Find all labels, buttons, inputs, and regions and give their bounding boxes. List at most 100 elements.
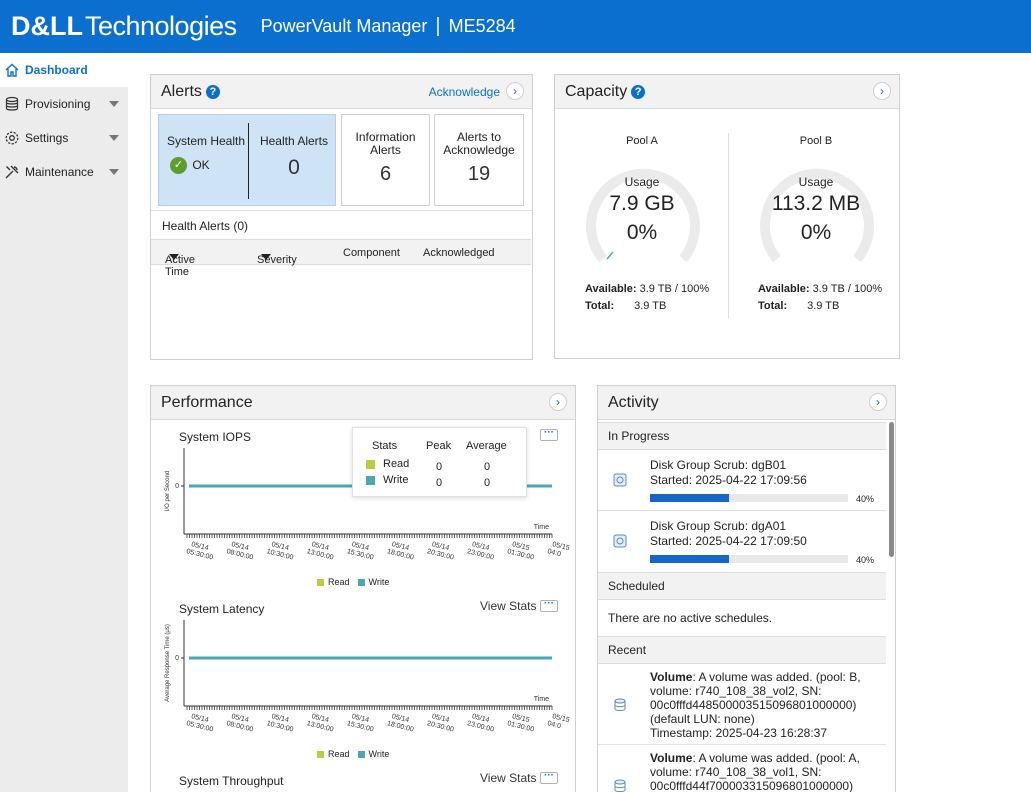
- x-tick-label: 05/1415:30:00: [346, 712, 376, 733]
- alerts-header: Alerts ? Acknowledge ›: [151, 75, 532, 109]
- pool-b-available: Available: 3.9 TB / 100%: [758, 283, 883, 295]
- database-icon: [614, 698, 626, 711]
- task-title: Disk Group Scrub: dgB01: [650, 458, 787, 472]
- sidebar-item-maintenance[interactable]: Maintenance: [0, 155, 128, 189]
- x-tick-label: 05/1420:30:00: [426, 540, 456, 561]
- column-acknowledged[interactable]: Acknowledged: [423, 247, 495, 259]
- list-item[interactable]: Disk Group Scrub: dgB01 Started: 2025-04…: [598, 451, 886, 511]
- system-iops-title: System IOPS: [179, 430, 252, 444]
- pool-b-name: Pool B: [799, 135, 833, 147]
- read-swatch: [317, 578, 324, 586]
- alerts-to-acknowledge-tile[interactable]: Alerts to Acknowledge 19: [434, 114, 524, 206]
- activity-header: Activity ›: [598, 386, 895, 420]
- divider: [151, 210, 532, 211]
- write-swatch: [366, 476, 375, 485]
- column-component[interactable]: Component: [343, 247, 400, 259]
- view-stats-link[interactable]: View Stats: [480, 771, 537, 785]
- x-tick-label: 05/1408:00:00: [226, 540, 256, 561]
- tools-icon: [5, 165, 19, 179]
- sidebar-item-provisioning[interactable]: Provisioning: [0, 87, 128, 121]
- alerts-title: Alerts: [161, 82, 202, 100]
- recent-section: Recent: [598, 636, 886, 664]
- sidebar-item-settings[interactable]: Settings: [0, 121, 128, 155]
- help-icon[interactable]: ?: [205, 84, 220, 99]
- y-tick-label: 0: [175, 483, 179, 490]
- more-options-button[interactable]: ···: [540, 599, 558, 612]
- list-item[interactable]: Volume: A volume was added. (pool: A, vo…: [598, 746, 886, 792]
- more-options-button[interactable]: ···: [540, 428, 558, 441]
- home-icon: [5, 63, 19, 77]
- stats-header-stats: Stats: [372, 440, 398, 452]
- performance-header: Performance ›: [151, 386, 575, 420]
- x-tick-label: 05/1413:00:00: [306, 712, 336, 733]
- x-tick-label: 05/1423:00:00: [466, 540, 496, 561]
- alerts-panel: Alerts ? Acknowledge › System Health ✓ O…: [150, 74, 533, 360]
- chevron-down-icon: [109, 169, 119, 175]
- health-alerts-count: 0: [288, 156, 300, 179]
- gear-icon: [5, 131, 19, 145]
- pool-a-available: Available: 3.9 TB / 100%: [585, 283, 710, 295]
- pool-a-usage-label: Usage: [624, 175, 660, 189]
- sidebar-item-label: Provisioning: [25, 97, 91, 111]
- view-stats-link[interactable]: View Stats: [480, 599, 537, 613]
- pool-a-usage-gauge: [586, 168, 700, 263]
- write-swatch: [357, 750, 365, 758]
- information-alerts-tile[interactable]: Information Alerts 6: [341, 114, 430, 206]
- task-progress-bar: [650, 494, 848, 502]
- system-health-tile[interactable]: System Health ✓ OK Health Alerts 0: [158, 114, 336, 206]
- task-started: Started: 2025-04-22 17:09:50: [650, 534, 807, 548]
- acknowledge-link[interactable]: Acknowledge: [428, 85, 500, 99]
- activity-title: Activity: [608, 393, 659, 411]
- stats-write-average: 0: [484, 477, 491, 489]
- model-name: ME5284: [448, 16, 516, 36]
- chevron-down-icon: [109, 135, 119, 141]
- sidebar-item-label: Settings: [25, 131, 69, 145]
- help-icon[interactable]: ?: [631, 84, 646, 99]
- recent-line-5: Timestamp: 2025-04-23 16:28:37: [650, 726, 827, 740]
- header-separator: |: [435, 15, 441, 37]
- performance-panel: Performance › System IOPS ··· I/O per Se…: [150, 385, 576, 792]
- pool-b-usage-percent: 0%: [800, 221, 832, 244]
- pool-b-usage-label: Usage: [798, 175, 834, 189]
- task-started: Started: 2025-04-22 17:09:56: [650, 473, 807, 487]
- pool-b-usage-gauge: [760, 168, 874, 263]
- list-item[interactable]: Disk Group Scrub: dgA01 Started: 2025-04…: [598, 512, 886, 572]
- capacity-header: Capacity ? ›: [555, 75, 899, 109]
- x-tick-label: 05/1408:00:00: [226, 712, 256, 733]
- x-tick-label: 05/1410:30:00: [266, 540, 296, 561]
- capacity-panel: Capacity ? › Pool A Usage 7.9 GB 0% Avai…: [554, 74, 900, 359]
- scrub-task-icon: [613, 473, 627, 487]
- system-health-status: ✓ OK: [170, 157, 210, 174]
- performance-title: Performance: [161, 393, 253, 411]
- x-tick-label: 05/1410:30:00: [266, 712, 296, 733]
- sidebar-item-dashboard[interactable]: Dashboard: [0, 53, 128, 87]
- more-options-button[interactable]: ···: [540, 771, 558, 784]
- system-latency-chart: Average Response Time (μs) 0 Time 05/1405:3…: [165, 620, 570, 734]
- read-swatch: [366, 460, 375, 469]
- list-item[interactable]: Volume: A volume was added. (pool: B, vo…: [598, 665, 886, 745]
- x-tick-label: 05/1405:30:00: [186, 540, 216, 561]
- task-progress-bar: [650, 555, 848, 563]
- alerts-to-acknowledge-count: 19: [467, 163, 491, 185]
- pool-b-total: Total: 3.9 TB: [758, 300, 840, 312]
- task-progress-fill: [650, 555, 730, 563]
- tile-divider: [248, 123, 249, 199]
- activity-scrollbar[interactable]: [889, 422, 894, 557]
- stats-header-peak: Peak: [426, 440, 452, 452]
- chevron-right-icon[interactable]: ›: [549, 393, 567, 411]
- x-tick-label: 05/1423:00:00: [466, 712, 496, 733]
- stats-read-label: Read: [383, 458, 410, 470]
- chevron-right-icon[interactable]: ›: [873, 82, 891, 100]
- chevron-right-icon[interactable]: ›: [506, 82, 524, 100]
- task-progress-fill: [650, 494, 730, 502]
- database-icon: [5, 96, 19, 111]
- sidebar: Dashboard Provisioning Settings Maintena…: [0, 53, 128, 792]
- capacity-title: Capacity: [565, 82, 628, 100]
- x-tick-label: 05/1418:00:00: [386, 540, 416, 561]
- app-header: D&LL Technologies PowerVault Manager | ME…: [0, 0, 1031, 53]
- pool-a-usage-percent: 0%: [626, 221, 658, 244]
- task-progress-percent: 40%: [856, 555, 875, 565]
- chevron-right-icon[interactable]: ›: [869, 393, 887, 411]
- recent-line-1: Volume: A volume was added. (pool: A,: [650, 751, 860, 765]
- sidebar-item-label: Maintenance: [25, 165, 94, 179]
